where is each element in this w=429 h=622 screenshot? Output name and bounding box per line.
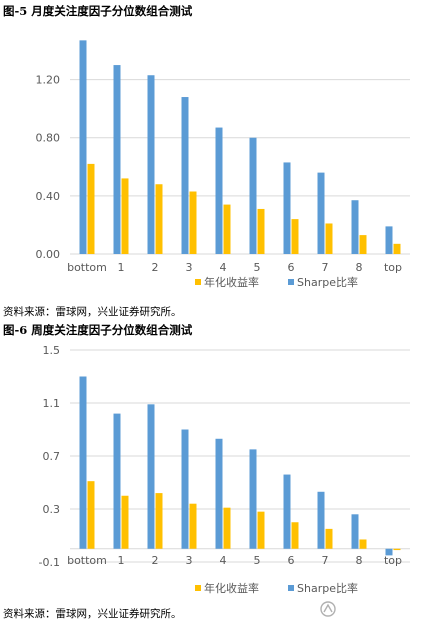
return-bar-2: [155, 184, 163, 254]
category-label-1: 1: [118, 554, 125, 567]
sharpe-bar-7: [317, 172, 325, 254]
legend-label-1: Sharpe比率: [297, 275, 358, 289]
return-bar-5: [257, 208, 265, 254]
return-bar-7: [325, 223, 333, 254]
category-label-bottom: bottom: [67, 261, 107, 274]
sharpe-bar-6: [283, 474, 291, 549]
return-bar-bottom: [87, 163, 95, 254]
y-tick-label: -0.1: [39, 556, 60, 569]
category-label-4: 4: [220, 554, 227, 567]
return-bar-3: [189, 503, 197, 549]
category-label-3: 3: [186, 261, 193, 274]
y-tick-label: 1.5: [43, 344, 61, 357]
category-label-6: 6: [288, 554, 295, 567]
sharpe-bar-1: [113, 65, 121, 254]
figure-6-title: 图-6 周度关注度因子分位数组合测试: [3, 323, 193, 337]
category-label-8: 8: [356, 261, 363, 274]
sharpe-bar-4: [215, 438, 223, 549]
category-label-6: 6: [288, 261, 295, 274]
sharpe-bar-1: [113, 413, 121, 549]
category-label-2: 2: [152, 554, 159, 567]
y-tick-label: 0.3: [43, 503, 61, 516]
figure-6-source: 资料来源：雷球网，兴业证券研究所。: [3, 608, 182, 620]
sharpe-bar-top: [385, 226, 393, 254]
sharpe-bar-5: [249, 449, 257, 549]
sharpe-bar-8: [351, 200, 359, 254]
legend-swatch-0: [195, 585, 201, 591]
sharpe-bar-bottom: [79, 376, 87, 549]
return-bar-6: [291, 219, 299, 254]
figure-5-source: 资料来源：雷球网，兴业证券研究所。: [3, 306, 182, 318]
category-label-top: top: [384, 554, 402, 567]
y-tick-label: 1.20: [36, 74, 61, 87]
y-tick-label: 0.80: [36, 132, 61, 145]
legend-label-0: 年化收益率: [204, 275, 259, 289]
category-label-8: 8: [356, 554, 363, 567]
category-label-bottom: bottom: [67, 554, 107, 567]
return-bar-4: [223, 204, 231, 254]
return-bar-1: [121, 495, 129, 549]
sharpe-bar-bottom: [79, 40, 87, 254]
legend-label-0: 年化收益率: [204, 581, 259, 595]
category-label-4: 4: [220, 261, 227, 274]
return-bar-3: [189, 191, 197, 254]
category-label-7: 7: [322, 261, 329, 274]
weekly-attention-bar-chart: -0.1 0.3 0.7 1.1 1.5 bottom 1 2 3 4 5 6 7 8 top 年化收益率 Sh…: [39, 344, 410, 595]
watermark-logo-icon: [320, 601, 336, 617]
return-bar-8: [359, 235, 367, 254]
y-tick-label: 0.40: [36, 190, 61, 203]
category-label-1: 1: [118, 261, 125, 274]
return-bar-1: [121, 178, 129, 254]
category-label-5: 5: [254, 554, 261, 567]
y-tick-label: 0.7: [43, 450, 61, 463]
return-bar-8: [359, 539, 367, 549]
sharpe-bar-3: [181, 429, 189, 549]
category-label-2: 2: [152, 261, 159, 274]
legend-label-1: Sharpe比率: [297, 581, 358, 595]
return-bar-top: [393, 243, 401, 254]
sharpe-bar-2: [147, 404, 155, 549]
legend-swatch-1: [288, 585, 294, 591]
return-bar-4: [223, 507, 231, 549]
return-bar-7: [325, 528, 333, 549]
legend-swatch-0: [195, 279, 201, 285]
y-tick-label: 1.1: [43, 397, 61, 410]
sharpe-bar-5: [249, 137, 257, 254]
sharpe-bar-3: [181, 97, 189, 254]
category-label-7: 7: [322, 554, 329, 567]
sharpe-bar-8: [351, 514, 359, 549]
category-label-3: 3: [186, 554, 193, 567]
return-bar-bottom: [87, 481, 95, 549]
monthly-attention-bar-chart: 0.00 0.40 0.80 1.20 bottom 1 2 3 4 5 6 7 8 top 年化收益率 Sh…: [36, 40, 410, 289]
category-label-5: 5: [254, 261, 261, 274]
sharpe-bar-7: [317, 491, 325, 549]
return-bar-top: [393, 548, 401, 551]
sharpe-bar-4: [215, 127, 223, 254]
figure-5-title: 图-5 月度关注度因子分位数组合测试: [3, 4, 193, 18]
sharpe-bar-top: [385, 548, 393, 556]
return-bar-6: [291, 522, 299, 549]
sharpe-bar-6: [283, 162, 291, 254]
category-label-top: top: [384, 261, 402, 274]
return-bar-5: [257, 511, 265, 549]
legend-swatch-1: [288, 279, 294, 285]
y-tick-label: 0.00: [36, 248, 61, 261]
sharpe-bar-2: [147, 75, 155, 254]
return-bar-2: [155, 493, 163, 549]
